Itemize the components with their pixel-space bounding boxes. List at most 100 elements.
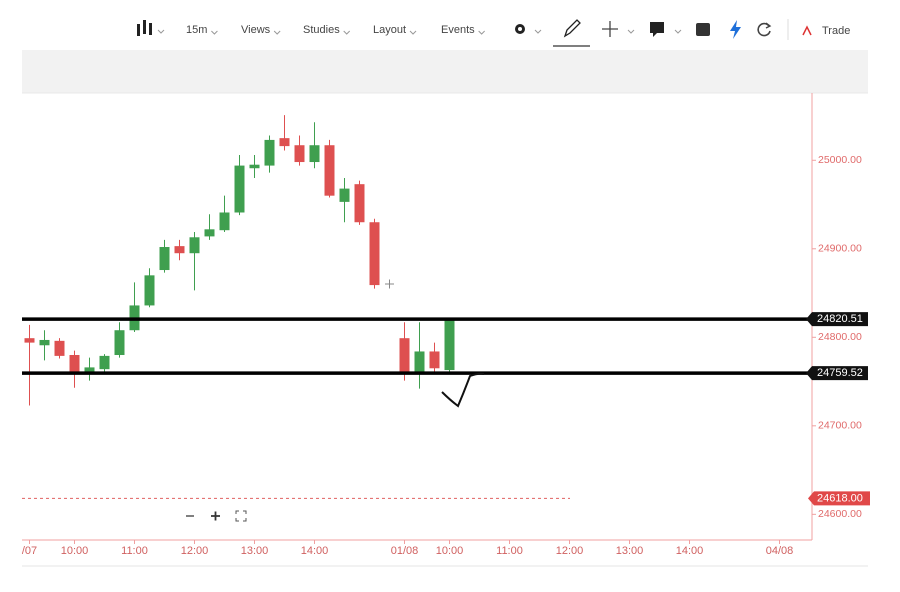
- handwritten-mark: [441, 372, 485, 408]
- y-tick-label: 24600.00: [818, 508, 862, 520]
- comment-button[interactable]: [650, 22, 682, 37]
- candle-body: [324, 145, 335, 196]
- settings-button[interactable]: [515, 24, 542, 34]
- menu-label: Layout: [373, 24, 406, 36]
- toolbar-menu[interactable]: Events: [441, 24, 485, 36]
- candle-body: [114, 330, 125, 356]
- candle: [39, 330, 50, 361]
- refresh-button[interactable]: [757, 22, 772, 37]
- candle: [174, 239, 185, 261]
- candle: [69, 350, 80, 388]
- candle: [294, 135, 305, 166]
- candle-body: [249, 164, 260, 169]
- chevron: [409, 30, 417, 35]
- candle: [219, 195, 230, 232]
- candle-body: [204, 229, 215, 237]
- candle-body: [294, 145, 305, 163]
- candle: [414, 322, 425, 389]
- candle: [279, 115, 290, 151]
- chevron: [211, 30, 218, 35]
- x-tick-label: 13:00: [616, 545, 644, 557]
- flash-button[interactable]: [730, 20, 741, 39]
- zoom-in[interactable]: [211, 511, 220, 521]
- candle-body: [444, 320, 455, 371]
- alert-label: 24618.00: [817, 492, 863, 504]
- menu-label: Events: [441, 24, 475, 36]
- candle-body: [234, 165, 245, 213]
- toolbar-menu[interactable]: Studies: [303, 24, 351, 36]
- candle: [324, 139, 335, 198]
- chevron: [273, 30, 281, 35]
- candle: [204, 214, 215, 240]
- candle-body: [39, 339, 50, 346]
- candle: [249, 154, 260, 178]
- y-tick-label: 24900.00: [818, 243, 862, 255]
- candle-body: [54, 340, 65, 356]
- x-tick-label: 04/08: [766, 545, 794, 557]
- candle: [444, 318, 455, 373]
- candle: [399, 322, 410, 381]
- candle-body: [174, 246, 185, 254]
- candle: [369, 218, 380, 289]
- fullscreen[interactable]: [235, 510, 247, 522]
- chevron: [343, 30, 351, 35]
- level-tag: [806, 312, 868, 327]
- candle-body: [414, 351, 425, 373]
- y-tick-label: 24700.00: [818, 420, 862, 432]
- trade-label: Trade: [822, 25, 850, 37]
- menu-label: Studies: [303, 24, 340, 36]
- x-tick-label: 14:00: [301, 545, 329, 557]
- candle: [24, 324, 35, 406]
- candle-body: [399, 338, 410, 373]
- screenshot-button[interactable]: [696, 23, 710, 36]
- x-tick-label: 10:00: [436, 545, 464, 557]
- candle-body: [159, 247, 170, 271]
- x-tick-label: 13:00: [241, 545, 269, 557]
- toolbar-menu[interactable]: 15m: [186, 24, 218, 36]
- candle-body: [219, 212, 230, 231]
- candle: [234, 154, 245, 216]
- candle: [54, 338, 65, 359]
- level-label: 24759.52: [817, 367, 863, 379]
- cursor: [385, 279, 394, 289]
- y-tick-label: 24800.00: [818, 331, 862, 343]
- candle: [339, 177, 350, 223]
- candle: [309, 122, 320, 169]
- x-tick-label: 14:00: [676, 545, 704, 557]
- trade-button[interactable]: Trade: [802, 25, 850, 37]
- candle-body: [309, 145, 320, 163]
- draw-button[interactable]: [553, 19, 590, 47]
- candle: [114, 322, 125, 358]
- candle-body: [429, 351, 440, 369]
- x-tick-label: 12:00: [556, 545, 584, 557]
- candle-body: [144, 275, 155, 306]
- candle-body: [339, 188, 350, 202]
- chart-type-button[interactable]: [137, 20, 165, 36]
- x-tick-label: 11:00: [496, 545, 523, 557]
- info-bar: [22, 50, 868, 93]
- level-tag: [806, 366, 868, 381]
- x-tick-label: 12:00: [181, 545, 209, 557]
- candle-body: [264, 139, 275, 166]
- candle: [189, 231, 200, 291]
- plot: 24600.00 24700.00 24800.00 24900.00 25000.00…: [22, 115, 870, 557]
- alert-tag: [808, 491, 870, 506]
- candle: [354, 180, 365, 225]
- candle-body: [279, 138, 290, 147]
- candle: [99, 354, 110, 373]
- toolbar-menu[interactable]: Layout: [373, 24, 417, 36]
- x-tick-label: 10:00: [61, 545, 89, 557]
- chevron: [478, 30, 485, 35]
- candle-body: [354, 184, 365, 223]
- candle-body: [189, 237, 200, 254]
- toolbar-menu[interactable]: Views: [241, 24, 281, 36]
- candle-body: [369, 222, 380, 286]
- candle: [159, 239, 170, 273]
- zoom-controls: [186, 510, 247, 522]
- crosshair-button[interactable]: [602, 21, 635, 37]
- candle-body: [84, 367, 95, 374]
- candle-body: [24, 338, 35, 343]
- toolbar-menus: 15m Views Studies Layout Events: [186, 24, 485, 36]
- candle: [264, 135, 275, 173]
